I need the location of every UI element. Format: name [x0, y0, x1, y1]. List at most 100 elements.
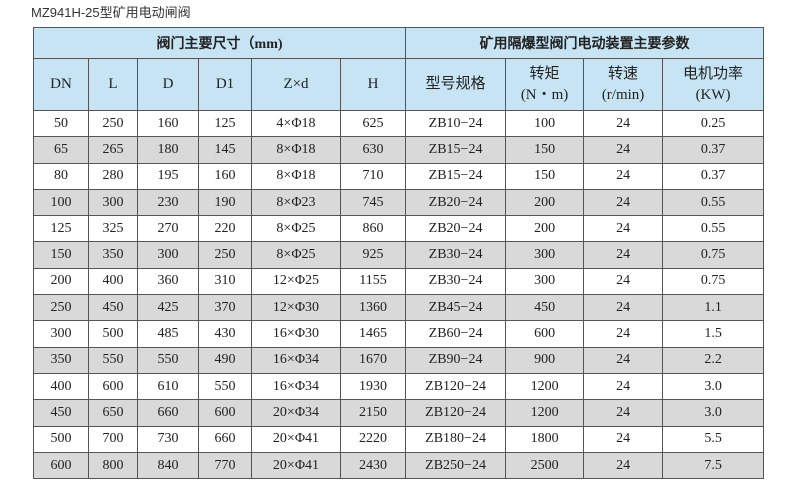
table-row: 350 550 550 490 16×Φ34 1670 ZB90−24 900 24 2.2: [33, 346, 765, 374]
table-cell: 370: [198, 294, 252, 322]
table-cell: 250: [33, 294, 89, 322]
table-cell: 80: [33, 162, 89, 190]
table-cell: 1155: [339, 267, 407, 296]
table-cell: 1800: [505, 425, 585, 453]
table-cell: 125: [33, 215, 89, 243]
table-cell: 1200: [505, 372, 585, 401]
table-cell: 24: [583, 320, 664, 348]
table-row: 200 400 360 310 12×Φ25 1155 ZB30−24 300 24 0.75: [33, 267, 765, 296]
column-header: D: [137, 58, 199, 111]
table-cell: 1930: [339, 372, 407, 401]
table-cell: 24: [583, 162, 664, 190]
table-cell: 325: [88, 215, 138, 243]
table-cell: 190: [198, 188, 252, 217]
table-row: 250 450 425 370 12×Φ30 1360 ZB45−24 450 24 1.1: [33, 294, 765, 322]
group-header-actuator-params: 矿用隔爆型阀门电动装置主要参数: [405, 27, 765, 59]
group-header-valve-dimensions: 阀门主要尺寸（mm): [32, 27, 407, 59]
table-cell: 20×Φ41: [251, 425, 341, 453]
table-row: 65 265 180 145 8×Φ18 630 ZB15−24 150 24 0.37: [33, 136, 765, 164]
table-cell: 925: [339, 241, 407, 269]
table-row: 600 800 840 770 20×Φ41 2430 ZB250−24 2500 24 7.5: [33, 451, 765, 480]
table-cell: 100: [33, 188, 89, 217]
table-cell: 24: [583, 188, 664, 217]
table-cell: 1670: [339, 346, 407, 374]
table-cell: 16×Φ34: [251, 372, 341, 401]
table-cell: 24: [583, 294, 664, 322]
table-cell: 610: [137, 372, 199, 401]
table-cell: 2150: [339, 399, 407, 427]
table-cell: 700: [88, 425, 138, 453]
table-cell: 430: [198, 320, 252, 348]
table-cell: 900: [505, 346, 585, 374]
table-cell: 65: [33, 136, 89, 164]
table-cell: 425: [137, 294, 199, 322]
table-cell: 270: [137, 215, 199, 243]
table-cell: 800: [88, 451, 138, 480]
table-row: 300 500 485 430 16×Φ30 1465 ZB60−24 600 24 1.5: [33, 320, 765, 348]
table-cell: 24: [583, 241, 664, 269]
table-cell: ZB30−24: [405, 241, 507, 269]
table-cell: 1.1: [662, 294, 765, 322]
table-cell: 2430: [339, 451, 407, 480]
table-cell: 300: [505, 241, 585, 269]
table-row: 50 250 160 125 4×Φ18 625 ZB10−24 100 24 0.25: [33, 109, 765, 138]
column-header: Z×d: [251, 58, 341, 111]
table-cell: 400: [88, 267, 138, 296]
table-cell: 650: [88, 399, 138, 427]
table-cell: 3.0: [662, 372, 765, 401]
table-cell: 8×Φ25: [251, 241, 341, 269]
table-cell: 24: [583, 346, 664, 374]
table-cell: 200: [505, 215, 585, 243]
table-cell: ZB60−24: [405, 320, 507, 348]
table-cell: 300: [505, 267, 585, 296]
table-cell: 550: [137, 346, 199, 374]
table-cell: 600: [198, 399, 252, 427]
table-cell: 230: [137, 188, 199, 217]
table-cell: 730: [137, 425, 199, 453]
table-cell: ZB15−24: [405, 162, 507, 190]
table-row: 400 600 610 550 16×Φ34 1930 ZB120−24 1200 24 3.0: [33, 372, 765, 401]
column-header: 转速 (r/min): [583, 58, 664, 111]
column-header: 型号规格: [405, 58, 507, 111]
table-cell: 600: [505, 320, 585, 348]
table-row: 450 650 660 600 20×Φ34 2150 ZB120−24 1200 24 3.0: [33, 399, 765, 427]
column-header: 电机功率 (KW): [662, 58, 765, 111]
table-cell: 24: [583, 267, 664, 296]
table-cell: 195: [137, 162, 199, 190]
table-cell: 500: [88, 320, 138, 348]
column-header: 转矩 (N・m): [505, 58, 585, 111]
valve-spec-table: 阀门主要尺寸（mm) 矿用隔爆型阀门电动装置主要参数 DN L D D1 Z×d H 型号规…: [32, 27, 765, 480]
table-cell: 220: [198, 215, 252, 243]
table-cell: 24: [583, 215, 664, 243]
table-cell: 16×Φ30: [251, 320, 341, 348]
table-cell: 8×Φ25: [251, 215, 341, 243]
table-cell: 24: [583, 425, 664, 453]
table-cell: ZB15−24: [405, 136, 507, 164]
table-cell: 660: [198, 425, 252, 453]
table-cell: 125: [198, 109, 252, 138]
table-row: 100 300 230 190 8×Φ23 745 ZB20−24 200 24 0.55: [33, 188, 765, 217]
table-row: 125 325 270 220 8×Φ25 860 ZB20−24 200 24 0.55: [33, 215, 765, 243]
table-cell: ZB30−24: [405, 267, 507, 296]
table-cell: 1465: [339, 320, 407, 348]
table-cell: 200: [505, 188, 585, 217]
table-cell: ZB20−24: [405, 215, 507, 243]
table-cell: 150: [33, 241, 89, 269]
table-cell: 24: [583, 372, 664, 401]
table-cell: 660: [137, 399, 199, 427]
table-cell: 490: [198, 346, 252, 374]
table-row: 500 700 730 660 20×Φ41 2220 ZB180−24 1800 24 5.5: [33, 425, 765, 453]
table-cell: 1200: [505, 399, 585, 427]
table-cell: 300: [33, 320, 89, 348]
table-cell: 400: [33, 372, 89, 401]
table-cell: 450: [505, 294, 585, 322]
column-header: H: [339, 58, 407, 111]
table-cell: 145: [198, 136, 252, 164]
table-cell: 550: [88, 346, 138, 374]
table-cell: 500: [33, 425, 89, 453]
table-cell: 710: [339, 162, 407, 190]
table-cell: 600: [88, 372, 138, 401]
table-cell: ZB10−24: [405, 109, 507, 138]
table-cell: 550: [198, 372, 252, 401]
table-cell: 1.5: [662, 320, 765, 348]
